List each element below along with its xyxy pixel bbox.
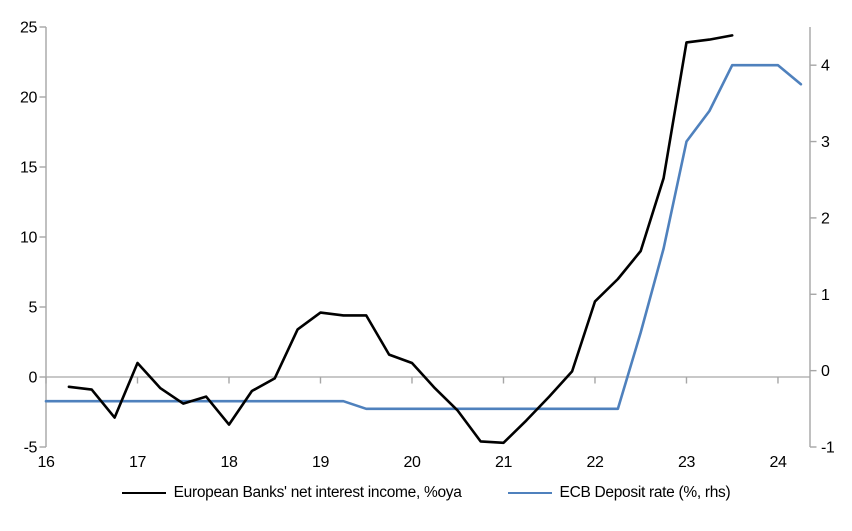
x-axis-tick-label: 22	[586, 454, 603, 471]
left-axis-tick-label: 5	[29, 300, 38, 317]
nii-line-swatch	[121, 492, 166, 494]
nii-legend-label: European Banks' net interest income, %oy…	[173, 484, 462, 501]
x-axis-tick-label: 19	[312, 454, 329, 471]
x-axis-tick-label: 21	[495, 454, 512, 471]
deposit-rate-line	[44, 63, 803, 411]
left-axis-tick-label: 0	[29, 370, 38, 387]
right-axis-tick-label: -1	[821, 440, 835, 457]
right-axis-tick-label: 0	[821, 363, 830, 380]
left-axis-tick-label: 25	[20, 20, 37, 37]
left-axis-tick-label: -5	[24, 440, 38, 457]
right-axis-tick-label: 4	[821, 58, 830, 75]
right-axis-tick-label: 2	[821, 210, 830, 227]
left-axis-tick-label: 10	[20, 230, 37, 247]
chart-legend: European Banks' net interest income, %oy…	[0, 484, 852, 502]
x-axis-tick-label: 16	[38, 454, 55, 471]
x-axis-tick-label: 24	[769, 454, 786, 471]
nii-line	[67, 34, 734, 445]
legend-item-nii: European Banks' net interest income, %oy…	[121, 484, 462, 502]
left-axis-tick-label: 15	[20, 160, 37, 177]
legend-item-deposit-rate: ECB Deposit rate (%, rhs)	[507, 484, 731, 502]
left-axis-tick-label: 20	[20, 90, 37, 107]
x-axis-tick-label: 18	[220, 454, 237, 471]
deposit-rate-line-swatch	[507, 492, 552, 494]
right-axis-tick-label: 1	[821, 287, 830, 304]
x-axis-tick-label: 23	[678, 454, 695, 471]
right-axis-tick-label: 3	[821, 134, 830, 151]
x-axis-tick-label: 20	[403, 454, 420, 471]
x-axis-tick-label: 17	[129, 454, 146, 471]
deposit-rate-legend-label: ECB Deposit rate (%, rhs)	[559, 484, 731, 501]
